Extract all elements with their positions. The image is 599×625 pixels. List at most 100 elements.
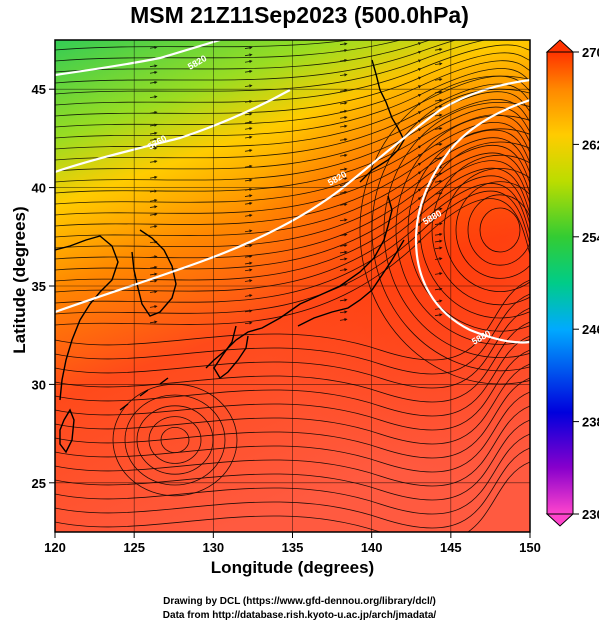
- anticyclone-streamline: [479, 207, 521, 253]
- flow-arrow: [149, 131, 158, 135]
- x-tick-label: 150: [519, 540, 541, 555]
- streamline: [55, 279, 530, 361]
- colorbar-tick-label: 262: [582, 137, 599, 152]
- flow-arrow: [149, 175, 158, 179]
- flow-arrow: [244, 194, 253, 198]
- streamline: [55, 335, 530, 417]
- streamline: [55, 405, 530, 487]
- streamline: [55, 83, 530, 161]
- flow-arrow: [339, 58, 348, 63]
- flow-arrow: [339, 190, 348, 195]
- flow-arrow: [149, 279, 158, 283]
- flow-arrow: [434, 207, 443, 211]
- streamline: [55, 175, 530, 293]
- flow-arrow: [149, 189, 158, 193]
- flow-arrow: [244, 59, 253, 64]
- streamline: [55, 183, 530, 304]
- flow-arrow: [339, 243, 348, 248]
- y-tick-label: 40: [32, 181, 46, 196]
- geopotential-contours: [55, 40, 530, 344]
- x-tick-label: 125: [123, 540, 145, 555]
- streamline: [55, 377, 530, 459]
- anticyclone-streamline: [431, 154, 530, 306]
- flow-arrow: [149, 198, 158, 203]
- colorbar: 230 238 246 254 262 270: [545, 39, 599, 527]
- flow-arrow: [434, 62, 443, 66]
- y-tick-label: 35: [32, 279, 46, 294]
- flow-arrow: [149, 80, 158, 85]
- flow-arrow: [339, 176, 348, 181]
- flow-arrow: [434, 232, 443, 237]
- x-tick-label: 140: [361, 540, 383, 555]
- streamline: [55, 40, 403, 62]
- flow-arrow: [434, 272, 443, 276]
- flow-arrow: [434, 313, 443, 317]
- flow-arrow: [434, 113, 443, 117]
- flow-arrow: [149, 255, 158, 259]
- colorbar-tick-label: 254: [582, 230, 599, 245]
- cyclone-streamline: [136, 405, 214, 475]
- flow-arrow: [434, 47, 443, 52]
- streamlines: [55, 40, 530, 532]
- flow-arrow: [244, 178, 253, 182]
- x-tick-label: 120: [44, 540, 66, 555]
- streamline: [55, 121, 530, 216]
- streamline: [55, 321, 530, 403]
- streamline: [55, 99, 530, 183]
- flow-arrow: [339, 310, 348, 314]
- y-axis-ticks: 25 30 35 40 45: [32, 82, 55, 491]
- flow-arrow: [339, 298, 348, 302]
- flow-arrow: [149, 212, 158, 217]
- streamline: [55, 68, 530, 139]
- flow-arrow: [434, 98, 443, 102]
- flow-arrow: [339, 167, 348, 171]
- anticyclone-streamline: [395, 115, 530, 345]
- flow-arrow: [244, 229, 253, 233]
- anticyclone-streamline: [359, 75, 530, 385]
- flow-arrow: [434, 239, 443, 243]
- anticyclone-streamline: [455, 181, 530, 279]
- flow-arrow: [339, 88, 348, 93]
- anticyclone-streamline: [419, 141, 530, 319]
- flow-arrow: [149, 123, 158, 127]
- flow-arrow: [339, 73, 348, 77]
- flow-arrow: [434, 127, 443, 131]
- flow-arrow: [149, 320, 158, 324]
- flow-arrow: [339, 318, 348, 322]
- flow-arrow: [244, 201, 253, 206]
- flow-arrow: [149, 45, 158, 50]
- flow-arrow: [339, 42, 348, 46]
- flow-arrow: [244, 164, 253, 168]
- flow-arrow: [244, 69, 253, 74]
- flow-arrow: [244, 261, 253, 265]
- flow-arrow: [339, 257, 348, 261]
- streamline: [55, 152, 530, 260]
- flow-arrow: [149, 305, 158, 309]
- flow-arrow: [149, 64, 158, 68]
- colorbar-tick-label: 238: [582, 415, 599, 430]
- flow-arrow: [244, 279, 253, 283]
- flow-arrow: [149, 110, 158, 115]
- flow-arrow: [149, 70, 158, 75]
- x-tick-label: 130: [202, 540, 224, 555]
- streamline: [55, 391, 530, 473]
- flow-arrow: [149, 205, 158, 209]
- anticyclone-streamline: [467, 194, 530, 266]
- flow-arrow: [434, 77, 443, 82]
- streamline: [55, 447, 530, 529]
- lat-lon-grid: [54, 40, 531, 532]
- streamline: [55, 40, 458, 84]
- colorbar-tick-label: 246: [582, 322, 599, 337]
- flow-arrow: [244, 268, 253, 272]
- flow-arrow: [244, 213, 253, 218]
- y-axis-label: Latitude (degrees): [10, 206, 29, 354]
- colorbar-bottom-triangle: [545, 513, 575, 527]
- streamline: [55, 106, 530, 194]
- flow-arrow: [244, 53, 253, 57]
- x-tick-label: 135: [282, 540, 304, 555]
- flow-arrow: [434, 222, 443, 226]
- streamline: [55, 137, 530, 238]
- flow-arrow: [149, 265, 158, 270]
- flow-arrow: [339, 124, 348, 128]
- x-tick-label: 145: [440, 540, 462, 555]
